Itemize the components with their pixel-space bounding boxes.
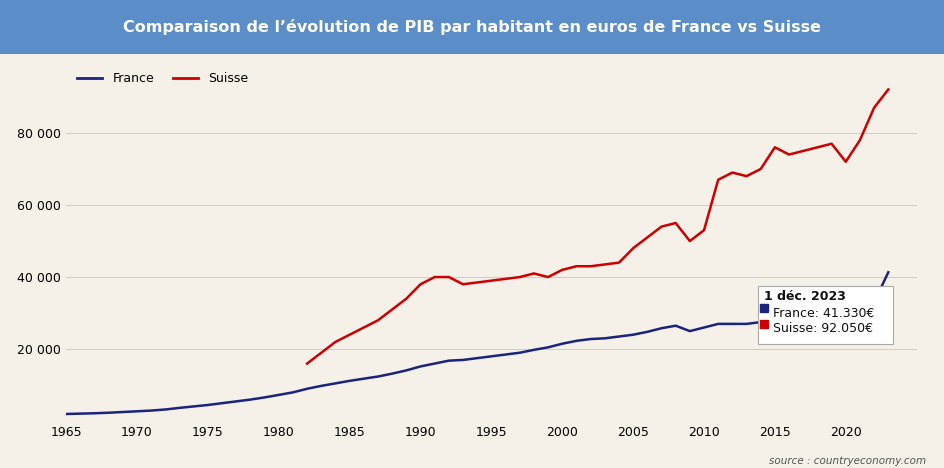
Text: France: 41.330€: France: 41.330€ [772,307,874,320]
Text: Comparaison de l’évolution de PIB par habitant en euros de France vs Suisse: Comparaison de l’évolution de PIB par ha… [124,19,820,35]
Legend: France, Suisse: France, Suisse [73,67,253,90]
Text: source : countryeconomy.com: source : countryeconomy.com [768,456,925,466]
FancyBboxPatch shape [0,0,944,54]
Text: Suisse: 92.050€: Suisse: 92.050€ [772,322,872,335]
Text: 1 déc. 2023: 1 déc. 2023 [763,290,845,303]
FancyBboxPatch shape [757,286,891,344]
